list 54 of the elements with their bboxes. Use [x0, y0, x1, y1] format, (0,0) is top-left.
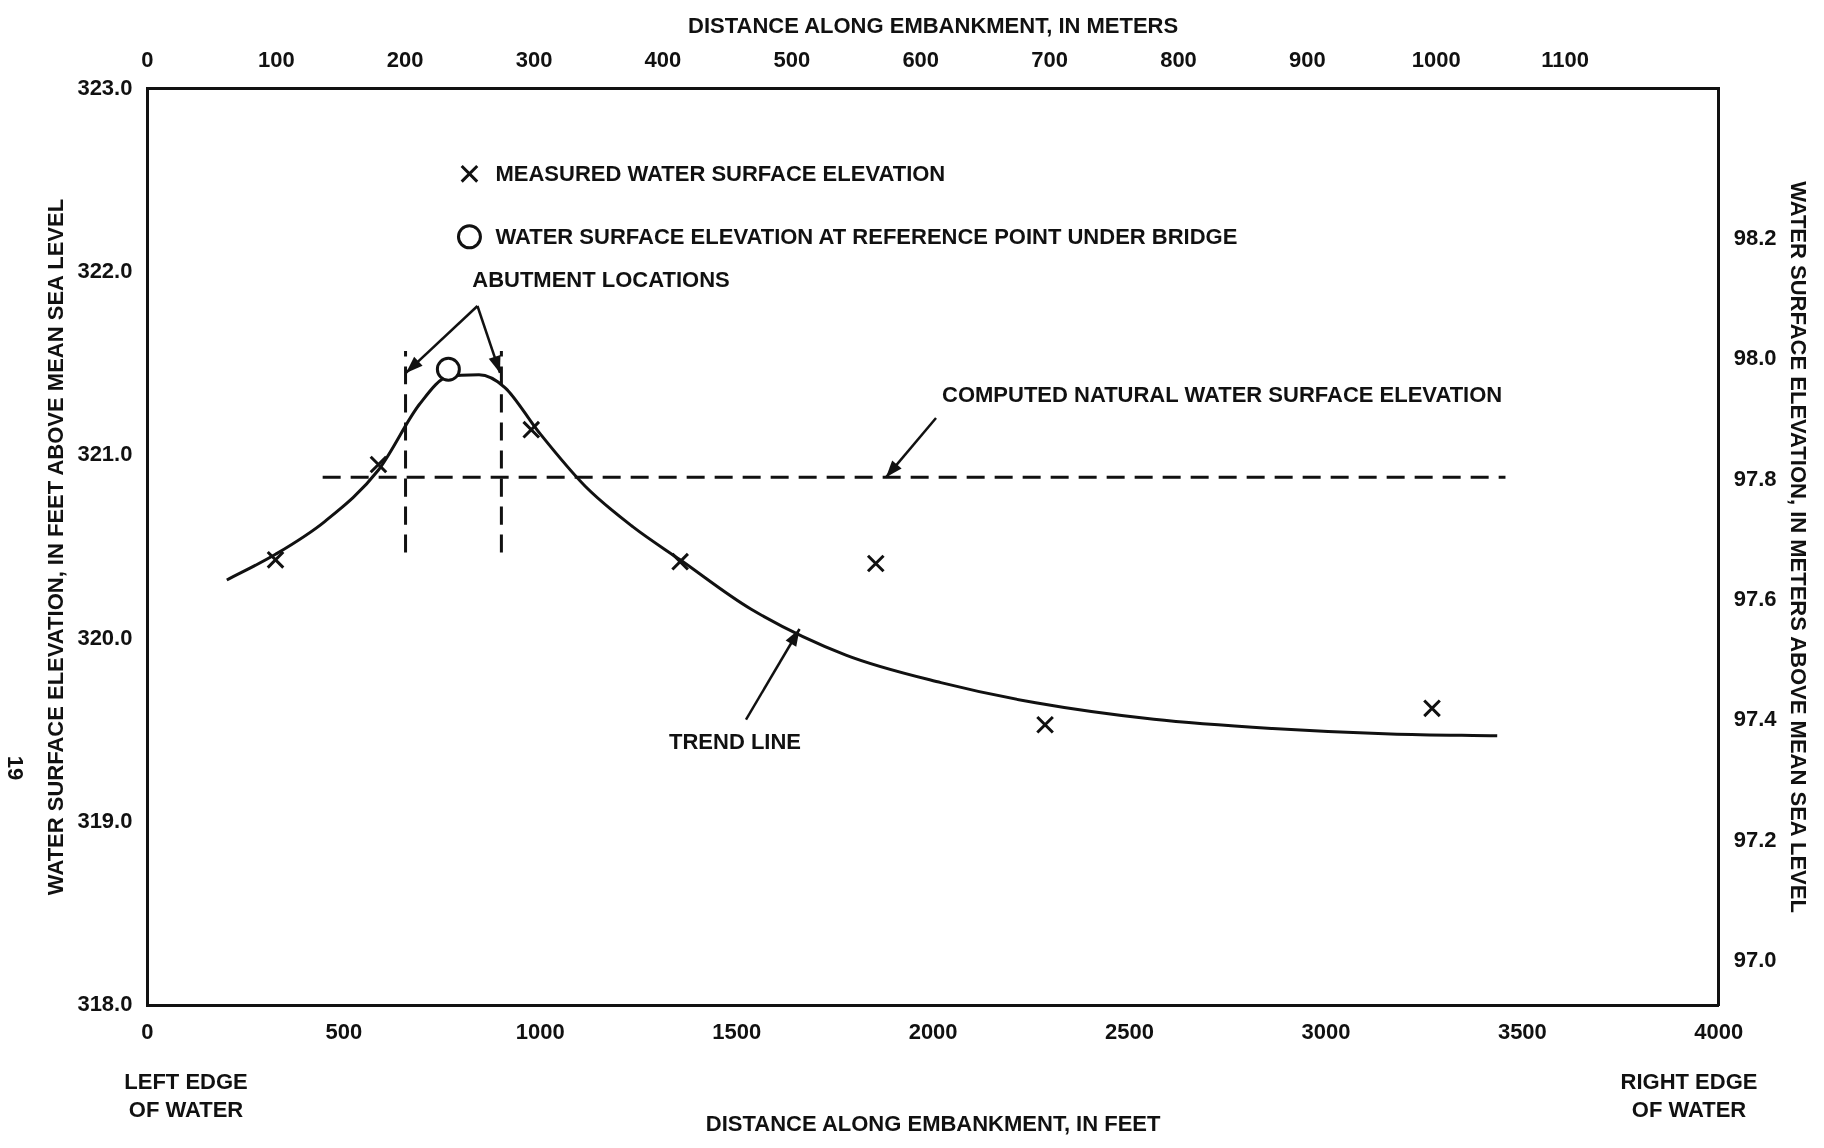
y-tick-label: 319.0 [77, 807, 133, 833]
x2-axis-title: DISTANCE ALONG EMBANKMENT, IN METERS [688, 13, 1179, 39]
text: 19 [2, 755, 28, 781]
annotation: COMPUTED NATURAL WATER SURFACE ELEVATION [942, 382, 1503, 408]
x2-tick-label: 700 [1031, 46, 1068, 72]
x-tick-label: 2500 [1105, 1019, 1155, 1045]
point [521, 420, 541, 439]
x-tick-label: 1500 [712, 1019, 762, 1045]
point [866, 554, 886, 573]
x2-tick-label: 1000 [1411, 46, 1461, 72]
text: RIGHT EDGE OF WATER [1620, 1069, 1758, 1123]
y2-tick-label: 98.2 [1733, 225, 1777, 251]
y-tick-label: 320.0 [77, 624, 133, 650]
annotation: TREND LINE [669, 729, 801, 755]
y-tick-label: 322.0 [77, 258, 133, 284]
x2-tick-label: 400 [644, 46, 682, 72]
y2-tick-label: 97.4 [1733, 706, 1778, 732]
y2-tick-label: 98.0 [1733, 345, 1777, 371]
legend-label: MEASURED WATER SURFACE ELEVATION [495, 160, 946, 186]
x2-tick-label: 100 [257, 46, 295, 72]
point [1035, 715, 1055, 735]
x2-tick-label: 600 [902, 46, 940, 72]
y2-tick-label: 97.2 [1733, 826, 1777, 852]
x2-tick-label: 200 [386, 46, 424, 72]
y-tick-label: 318.0 [77, 991, 133, 1017]
point [369, 455, 388, 474]
y-tick-label: 323.0 [77, 74, 133, 100]
y2-tick-label: 97.8 [1733, 465, 1777, 491]
x-tick-label: 3500 [1497, 1019, 1547, 1045]
text: LEFT EDGE OF WATER [124, 1069, 248, 1123]
x2-tick-label: 900 [1289, 46, 1326, 72]
annotation: ABUTMENT LOCATIONS [472, 267, 730, 293]
x-axis-title: DISTANCE ALONG EMBANKMENT, IN FEET [705, 1110, 1162, 1136]
point [1422, 699, 1442, 718]
y-tick-label: 321.0 [77, 441, 133, 467]
point [435, 356, 461, 382]
point [266, 550, 285, 570]
y2-tick-label: 97.0 [1733, 946, 1777, 972]
y-axis-title: WATER SURFACE ELEVATION, IN FEET ABOVE MEAN SEA LEVEL [43, 198, 69, 896]
x2-tick-label: 800 [1160, 46, 1197, 72]
x-tick-label: 500 [325, 1019, 363, 1045]
x-tick-label: 0 [141, 1019, 154, 1045]
x-tick-label: 2000 [908, 1019, 958, 1045]
x2-tick-label: 500 [773, 46, 811, 72]
legend-label: WATER SURFACE ELEVATION AT REFERENCE POINT UNDER BRIDGE [495, 223, 1238, 249]
point [670, 552, 690, 571]
x2-tick-label: 300 [515, 46, 553, 72]
x-tick-label: 4000 [1694, 1019, 1744, 1045]
y2-tick-label: 97.6 [1733, 585, 1777, 611]
x-tick-label: 1000 [515, 1019, 565, 1045]
x2-tick-label: 0 [141, 46, 154, 72]
y2-axis-title: WATER SURFACE ELEVATION, IN METERS ABOVE MEAN SEA LEVEL [1785, 181, 1811, 913]
x2-tick-label: 1100 [1541, 46, 1590, 72]
x-tick-label: 3000 [1301, 1019, 1351, 1045]
